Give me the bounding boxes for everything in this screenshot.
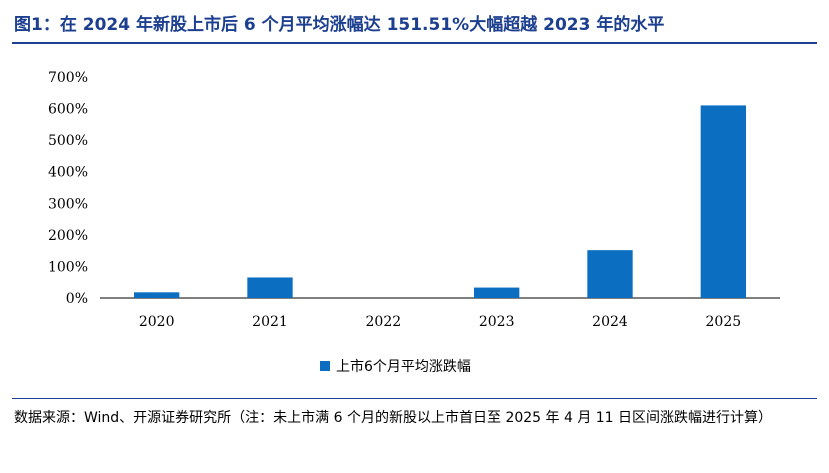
bar-2025 (700, 105, 746, 298)
legend: 上市6个月平均涨跌幅 (320, 356, 471, 376)
bar-2021 (247, 277, 293, 298)
y-tick-label: 200% (48, 228, 88, 244)
y-tick-label: 500% (48, 133, 88, 149)
y-tick-label: 300% (48, 196, 88, 212)
x-tick-label: 2023 (479, 314, 515, 330)
x-axis: 2020 2021 2022 2023 2024 2025 (139, 314, 741, 330)
x-tick-label: 2021 (252, 314, 288, 330)
y-tick-label: 600% (48, 102, 88, 118)
x-tick-label: 2025 (706, 314, 742, 330)
source-rule (12, 398, 817, 399)
y-tick-label: 100% (48, 259, 88, 275)
x-tick-label: 2022 (366, 314, 402, 330)
y-axis: 0% 100% 200% 300% 400% 500% 600% 700% (48, 70, 88, 307)
legend-label: 上市6个月平均涨跌幅 (336, 359, 471, 375)
y-tick-label: 400% (48, 165, 88, 181)
bar-chart: 0%100%200%300%400%500%600%700% 2020 2021 2… (48, 70, 780, 330)
chart-title: 图1：在 2024 年新股上市后 6 个月平均涨幅达 151.51%大幅超越 2… (14, 15, 665, 35)
legend-swatch (320, 361, 330, 371)
bar-2024 (587, 250, 633, 298)
bar-2023 (474, 287, 520, 298)
y-tick-label: 0% (66, 291, 88, 307)
bar-2020 (134, 292, 180, 298)
x-tick-label: 2024 (592, 314, 628, 330)
y-tick-label: 700% (48, 70, 88, 86)
bars (134, 105, 746, 298)
source-note: 数据来源：Wind、开源证券研究所（注：未上市满 6 个月的新股以上市首日至 2… (14, 410, 773, 426)
title-rule (12, 42, 817, 44)
x-tick-label: 2020 (139, 314, 175, 330)
